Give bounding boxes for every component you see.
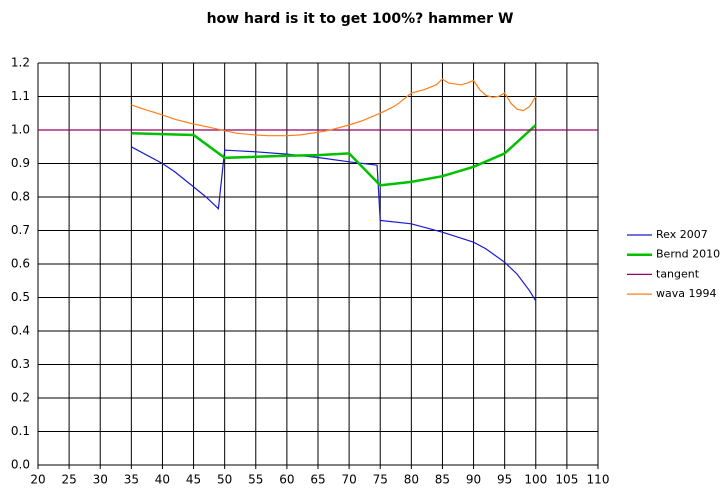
x-tick-label: 65 [310,473,325,487]
x-tick-label: 60 [279,473,294,487]
y-tick-label: 0.9 [11,156,30,170]
x-tick-label: 30 [93,473,108,487]
line-series [131,124,537,187]
y-tick-label: 0.4 [11,324,30,338]
x-tick-label: 20 [30,473,45,487]
y-tick-label: 0.7 [11,223,30,237]
x-tick-label: 75 [373,473,388,487]
x-tick-label: 90 [466,473,481,487]
y-tick-label: 0.8 [11,190,30,204]
y-tick-label: 1.0 [11,123,30,137]
y-tick-label: 1.2 [11,56,30,70]
x-tick-label: 100 [524,473,547,487]
y-tick-label: 0.5 [11,290,30,304]
legend-label: tangent [656,267,700,280]
chart-title: how hard is it to get 100%? hammer W [207,11,514,27]
legend-label: wava 1994 [656,287,716,300]
y-tick-label: 0.2 [11,391,30,405]
x-tick-label: 95 [497,473,512,487]
x-tick-label: 55 [248,473,263,487]
x-tick-label: 80 [404,473,419,487]
x-tick-label: 85 [435,473,450,487]
line-series [131,146,537,302]
y-tick-label: 0.3 [11,357,30,371]
x-tick-label: 40 [155,473,170,487]
x-tick-label: 35 [124,473,139,487]
y-tick-label: 0.1 [11,424,30,438]
x-tick-label: 110 [587,473,610,487]
x-tick-label: 25 [61,473,76,487]
y-tick-label: 1.1 [11,89,30,103]
legend-label: Bernd 2010 [656,248,720,261]
y-tick-label: 0.6 [11,257,30,271]
y-tick-label: 0.0 [11,458,30,472]
x-tick-label: 105 [555,473,578,487]
x-tick-label: 45 [186,473,201,487]
line-series [131,78,537,137]
x-tick-label: 70 [341,473,356,487]
x-tick-label: 50 [217,473,232,487]
legend-label: Rex 2007 [656,228,708,241]
